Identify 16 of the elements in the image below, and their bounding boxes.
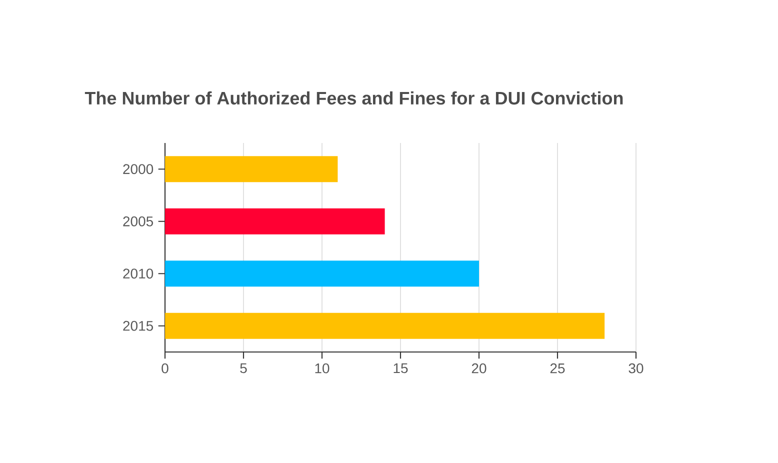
y-tick-label: 2005	[123, 216, 154, 226]
y-tick-label: 2010	[123, 268, 154, 279]
bar	[165, 208, 385, 234]
x-tick-label: 30	[628, 363, 644, 374]
bar	[165, 312, 605, 339]
bar	[165, 260, 479, 287]
x-tick-label: 0	[162, 363, 168, 374]
y-tick-label: 2000	[123, 164, 154, 174]
y-tick-label: 2015	[123, 320, 154, 331]
bar	[165, 156, 338, 182]
x-tick-label: 5	[240, 363, 247, 374]
x-tick-label: 20	[472, 363, 486, 374]
x-tick-label: 15	[394, 363, 408, 374]
x-tick-label: 10	[315, 363, 330, 374]
chart-title: The Number of Authorized Fees and Fines for a DUI Conviction	[84, 91, 623, 105]
x-tick-label: 25	[550, 363, 565, 374]
